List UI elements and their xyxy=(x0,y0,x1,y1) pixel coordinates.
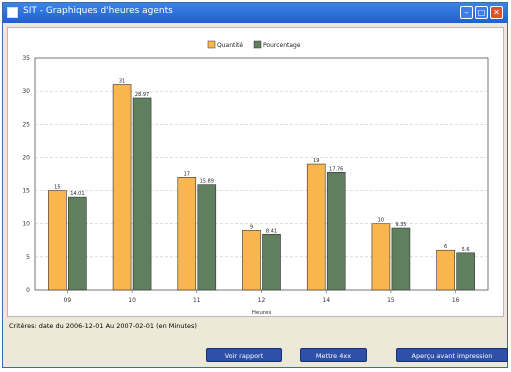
bar-chart: 0 5 10 15 20 25 30 35 15 14.01 09 31 28.97 10 17 15.89 1… xyxy=(22,40,489,316)
bar xyxy=(371,223,391,291)
x-tick-label: 10 xyxy=(128,297,136,304)
app-icon xyxy=(7,7,18,18)
title-bar[interactable]: SIT - Graphiques d'heures agents – □ ✕ xyxy=(3,3,507,23)
x-tick-label: 11 xyxy=(193,297,201,304)
legend-swatch xyxy=(253,40,262,49)
x-tick-label: 14 xyxy=(322,297,330,304)
x-tick-label: 15 xyxy=(387,297,395,304)
bar-value-label: 15 xyxy=(54,185,60,191)
chart-panel: 0 5 10 15 20 25 30 35 15 14.01 09 31 28.97 10 17 15.89 1… xyxy=(7,27,504,317)
view-report-button[interactable]: Voir rapport xyxy=(206,348,282,362)
y-tick-label: 25 xyxy=(22,121,30,128)
bar xyxy=(68,196,87,291)
bar xyxy=(306,163,326,291)
y-tick-label: 20 xyxy=(22,154,30,161)
bar-value-label: 15.89 xyxy=(200,179,214,185)
y-tick-label: 5 xyxy=(26,254,30,261)
bar xyxy=(132,97,152,291)
app-window: SIT - Graphiques d'heures agents – □ ✕ 0… xyxy=(2,2,508,368)
bar-value-label: 17 xyxy=(184,171,190,177)
bar xyxy=(197,184,217,291)
bar-value-label: 10 xyxy=(378,218,384,224)
bar xyxy=(177,177,197,291)
print-preview-button[interactable]: Aperçu avant impression xyxy=(396,348,508,362)
x-axis-title: Heures xyxy=(252,310,272,316)
maximize-button[interactable]: □ xyxy=(475,6,488,19)
bar-value-label: 8.41 xyxy=(266,228,277,234)
bar-value-label: 31 xyxy=(119,79,125,85)
y-tick-label: 10 xyxy=(22,221,30,228)
bar xyxy=(436,249,455,291)
bar-value-label: 5.6 xyxy=(462,247,470,253)
save-button[interactable]: Mettre 4xx xyxy=(300,348,367,362)
x-tick-label: 09 xyxy=(64,297,72,304)
bar-value-label: 14.01 xyxy=(70,191,84,197)
y-tick-label: 35 xyxy=(22,55,30,62)
window-title: SIT - Graphiques d'heures agents xyxy=(23,6,173,16)
y-tick-label: 30 xyxy=(22,88,30,95)
y-tick-label: 15 xyxy=(22,188,30,195)
bar xyxy=(242,230,261,291)
close-button[interactable]: ✕ xyxy=(490,6,503,19)
bar xyxy=(326,171,346,291)
plot-area xyxy=(34,57,489,291)
bar xyxy=(112,84,132,291)
legend-label: Quantité xyxy=(217,42,243,49)
legend-label: Pourcentage xyxy=(263,42,301,49)
bar-value-label: 28.97 xyxy=(135,92,149,98)
bar-value-label: 9.35 xyxy=(395,222,406,228)
bar-value-label: 17.76 xyxy=(329,166,343,172)
x-tick-label: 16 xyxy=(452,297,460,304)
minimize-button[interactable]: – xyxy=(460,6,473,19)
y-tick-label: 0 xyxy=(26,287,30,294)
bar-value-label: 6 xyxy=(444,244,447,250)
bar-value-label: 19 xyxy=(313,158,319,164)
x-tick-label: 12 xyxy=(258,297,266,304)
criteria-status: Critères: date du 2006-12-01 Au 2007-02-… xyxy=(9,322,197,330)
legend-swatch xyxy=(207,40,216,49)
bar xyxy=(48,190,67,291)
bar xyxy=(262,233,281,291)
bar xyxy=(391,227,411,291)
bar xyxy=(456,252,475,291)
bar-value-label: 9 xyxy=(250,224,253,230)
